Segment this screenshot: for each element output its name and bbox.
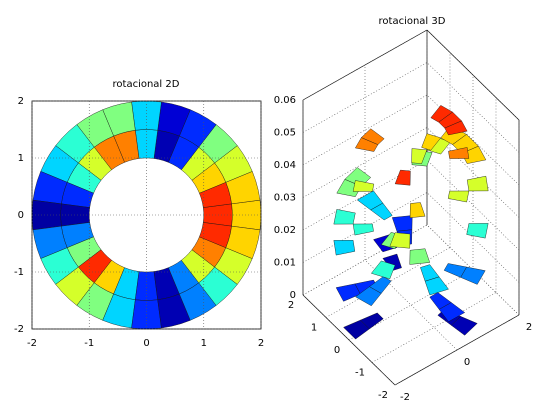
surface-cell — [333, 209, 356, 225]
chart-title: rotacional 3D — [379, 16, 446, 27]
surface-cell — [466, 223, 489, 239]
surface-cell — [424, 276, 449, 296]
y-tick-label: 0 — [334, 345, 340, 356]
x-tick-label: -2 — [400, 392, 410, 403]
surface-cell — [352, 223, 374, 236]
y-tick-label: 2 — [288, 300, 294, 311]
y-tick-label: 1 — [311, 323, 317, 334]
grid-line — [364, 259, 458, 351]
surface-cell — [370, 202, 393, 221]
surface-cell — [466, 175, 489, 192]
surface-cell — [438, 302, 466, 322]
surface-cell — [355, 137, 379, 152]
surface-cell — [333, 240, 356, 256]
z-tick-label: 0.04 — [274, 160, 296, 171]
chart-title: rotacional 2D — [113, 79, 180, 90]
mesh-cell — [225, 225, 261, 259]
surface-cell — [421, 133, 442, 151]
x-tick-label: 0 — [464, 357, 470, 368]
surface-cell — [409, 248, 431, 265]
grid-line — [302, 294, 396, 386]
x-tick-label: -1 — [84, 338, 94, 349]
z-tick-label: 0.02 — [274, 225, 296, 236]
grid-line — [426, 62, 520, 153]
surface-cell — [336, 179, 362, 197]
surface-cell — [448, 147, 470, 159]
x-tick-label: 1 — [201, 338, 207, 349]
grid-line — [426, 127, 520, 218]
surface-cell — [370, 260, 396, 280]
z-tick-label: 0 — [290, 290, 296, 301]
y-tick-label: 2 — [18, 96, 24, 107]
surface-cell — [335, 283, 361, 302]
surface-cell — [394, 169, 411, 186]
grid-line — [426, 29, 520, 121]
z-tick-label: 0.06 — [274, 95, 296, 106]
surface-cell — [389, 232, 411, 249]
surface-cell — [382, 253, 402, 271]
y-tick-label: -1 — [14, 267, 24, 278]
grid-line — [426, 192, 520, 283]
z-tick-label: 0.05 — [274, 128, 296, 139]
x-tick-label: 0 — [143, 338, 149, 349]
surface-cell — [355, 286, 382, 307]
z-tick-label: 0.01 — [274, 258, 296, 269]
grid-line — [426, 224, 520, 316]
y-tick-label: 1 — [18, 153, 24, 164]
x-tick-label: 2 — [526, 322, 532, 333]
surface-cell — [460, 266, 486, 285]
surface-cell — [444, 120, 468, 136]
y-tick-label: -2 — [14, 324, 24, 335]
surface-cell — [447, 190, 470, 203]
y-tick-label: 0 — [18, 210, 24, 221]
surface-cell — [409, 202, 426, 218]
surface-cell — [343, 319, 370, 340]
y-tick-label: -1 — [355, 368, 365, 379]
grid-line — [426, 159, 520, 251]
surface-cell — [411, 148, 428, 164]
y-tick-label: -2 — [378, 390, 388, 401]
axes-edge — [302, 29, 428, 101]
x-tick-label: -2 — [27, 338, 37, 349]
z-tick-label: 0.03 — [274, 193, 296, 204]
surface-cell — [352, 180, 375, 192]
x-tick-label: 2 — [258, 338, 264, 349]
grid-line — [426, 94, 520, 186]
surface-cell — [450, 316, 478, 336]
